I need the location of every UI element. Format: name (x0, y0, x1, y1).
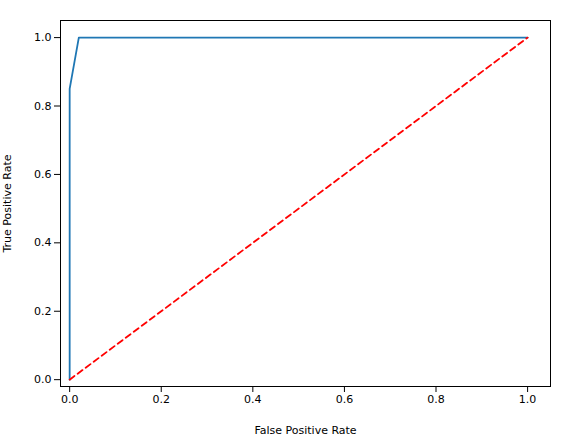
svg-text:1.0: 1.0 (34, 31, 52, 44)
svg-text:0.2: 0.2 (152, 393, 170, 406)
svg-text:False Positive Rate: False Positive Rate (254, 424, 356, 436)
svg-text:0.8: 0.8 (34, 100, 52, 113)
svg-text:1.0: 1.0 (519, 393, 537, 406)
svg-text:0.8: 0.8 (427, 393, 445, 406)
svg-text:0.2: 0.2 (34, 305, 52, 318)
svg-text:0.0: 0.0 (61, 393, 79, 406)
svg-text:0.4: 0.4 (34, 236, 52, 249)
svg-text:0.0: 0.0 (34, 373, 52, 386)
svg-text:0.6: 0.6 (336, 393, 354, 406)
svg-text:0.6: 0.6 (34, 168, 52, 181)
svg-text:0.4: 0.4 (244, 393, 261, 406)
svg-text:True Positive Rate: True Positive Rate (1, 154, 14, 253)
